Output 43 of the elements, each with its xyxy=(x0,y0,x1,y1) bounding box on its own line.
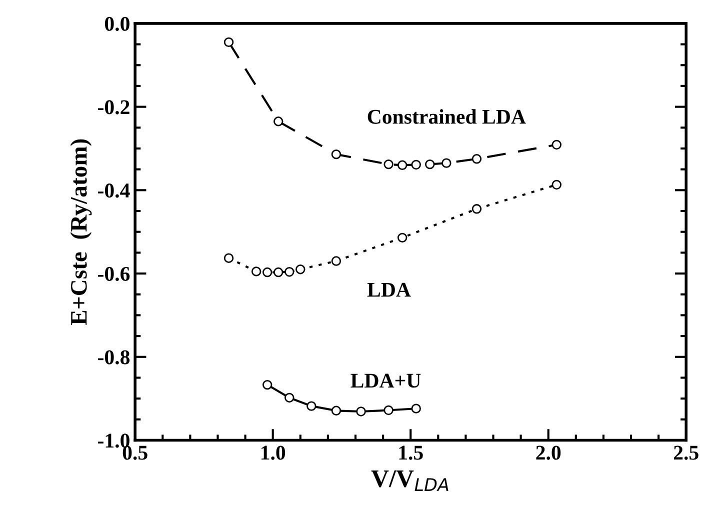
y-tick-label: 0.0 xyxy=(104,16,130,31)
point xyxy=(397,232,408,243)
point xyxy=(331,406,342,416)
x-tick-label: 0.5 xyxy=(122,446,148,460)
point xyxy=(273,116,284,126)
point xyxy=(331,256,342,266)
y-axis-title: E+Cste (Ry/atom) xyxy=(70,139,92,325)
point xyxy=(224,37,234,48)
point xyxy=(472,204,482,214)
point xyxy=(306,401,316,411)
x-tick-label: 2.5 xyxy=(674,446,698,460)
point xyxy=(384,405,394,416)
y-tick-label: -0.8 xyxy=(98,350,130,364)
point xyxy=(397,160,408,170)
point xyxy=(284,392,294,403)
y-tick-label: -0.6 xyxy=(98,266,130,282)
point xyxy=(411,160,421,170)
point xyxy=(472,154,482,164)
series-label: Constrained LDA xyxy=(368,109,526,124)
point xyxy=(262,267,272,278)
x-axis-title: V/V$_{LDA}$ xyxy=(371,470,448,491)
point xyxy=(552,180,562,190)
point xyxy=(273,267,284,278)
point xyxy=(442,158,452,168)
y-tick-label: -1.0 xyxy=(98,434,130,448)
x-tick-label: 2.0 xyxy=(536,446,561,460)
point xyxy=(251,266,262,276)
point xyxy=(224,253,234,263)
y-tick-label: -0.2 xyxy=(98,100,130,114)
point xyxy=(284,266,294,277)
point xyxy=(331,149,342,160)
point xyxy=(411,404,421,414)
point xyxy=(552,140,562,150)
point xyxy=(425,159,435,170)
series-label: LDA xyxy=(367,282,411,297)
point xyxy=(262,380,272,390)
x-tick-label: 1.0 xyxy=(261,446,286,460)
point xyxy=(384,159,394,170)
point xyxy=(296,264,306,274)
x-tick-label: 1.5 xyxy=(399,446,423,460)
series-label: LDA+U xyxy=(350,374,421,388)
y-tick-label: -0.4 xyxy=(98,184,130,198)
point xyxy=(356,406,366,416)
